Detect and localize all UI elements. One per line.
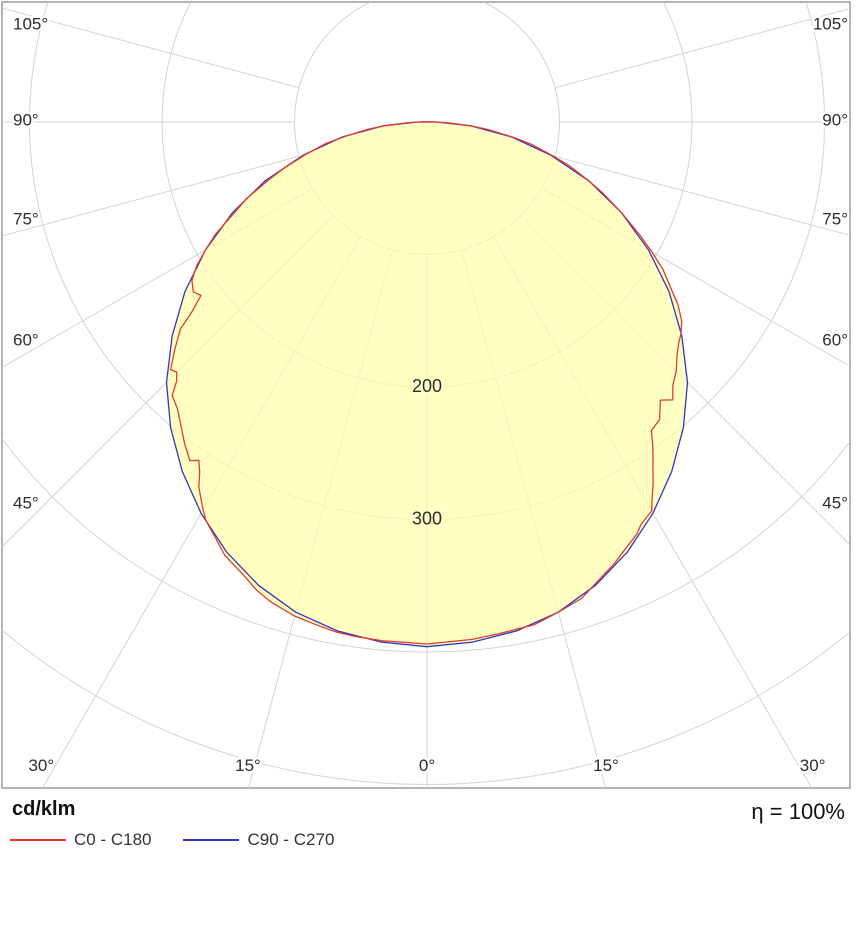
grid-radial-line bbox=[554, 155, 850, 236]
efficiency-label: η = 100% bbox=[751, 799, 845, 824]
gamma-label-right: 45° bbox=[822, 493, 848, 512]
gamma-label-left: 105° bbox=[13, 14, 48, 33]
legend-item-c0-c180: C0 - C180 bbox=[10, 830, 151, 850]
gamma-label-left: 90° bbox=[13, 110, 39, 129]
gamma-label-right: 60° bbox=[822, 330, 848, 349]
gamma-label-bottom: 15° bbox=[593, 756, 619, 775]
unit-label: cd/klm bbox=[12, 798, 76, 820]
legend: C0 - C180 C90 - C270 bbox=[10, 830, 334, 850]
gamma-label-right: 75° bbox=[822, 209, 848, 228]
grid-radial-line bbox=[2, 7, 300, 89]
intensity-fill bbox=[166, 121, 688, 647]
legend-label-c0-c180: C0 - C180 bbox=[74, 830, 152, 849]
gamma-label-left: 75° bbox=[13, 209, 39, 228]
ring-value-label: 200 bbox=[412, 376, 442, 396]
gamma-label-left: 45° bbox=[13, 493, 39, 512]
curve-c0-c180 bbox=[169, 121, 683, 645]
gamma-label-bottom: 30° bbox=[800, 756, 826, 775]
gamma-label-bottom: 30° bbox=[28, 756, 54, 775]
ring-value-label: 300 bbox=[412, 508, 442, 528]
legend-label-c90-c270: C90 - C270 bbox=[247, 830, 335, 849]
legend-item-c90-c270: C90 - C270 bbox=[183, 830, 334, 850]
gamma-label-right: 90° bbox=[822, 110, 848, 129]
grid-radial-line bbox=[554, 8, 850, 89]
grid-radial-line bbox=[541, 187, 850, 367]
grid-radial-line bbox=[2, 155, 300, 237]
gamma-label-bottom: 0° bbox=[419, 756, 435, 775]
gamma-label-left: 60° bbox=[13, 330, 39, 349]
gamma-label-bottom: 15° bbox=[235, 756, 261, 775]
legend-line-c0-c180 bbox=[10, 839, 66, 841]
grid-radial-line bbox=[2, 187, 313, 369]
gamma-label-right: 105° bbox=[813, 14, 848, 33]
legend-line-c90-c270 bbox=[183, 839, 240, 841]
